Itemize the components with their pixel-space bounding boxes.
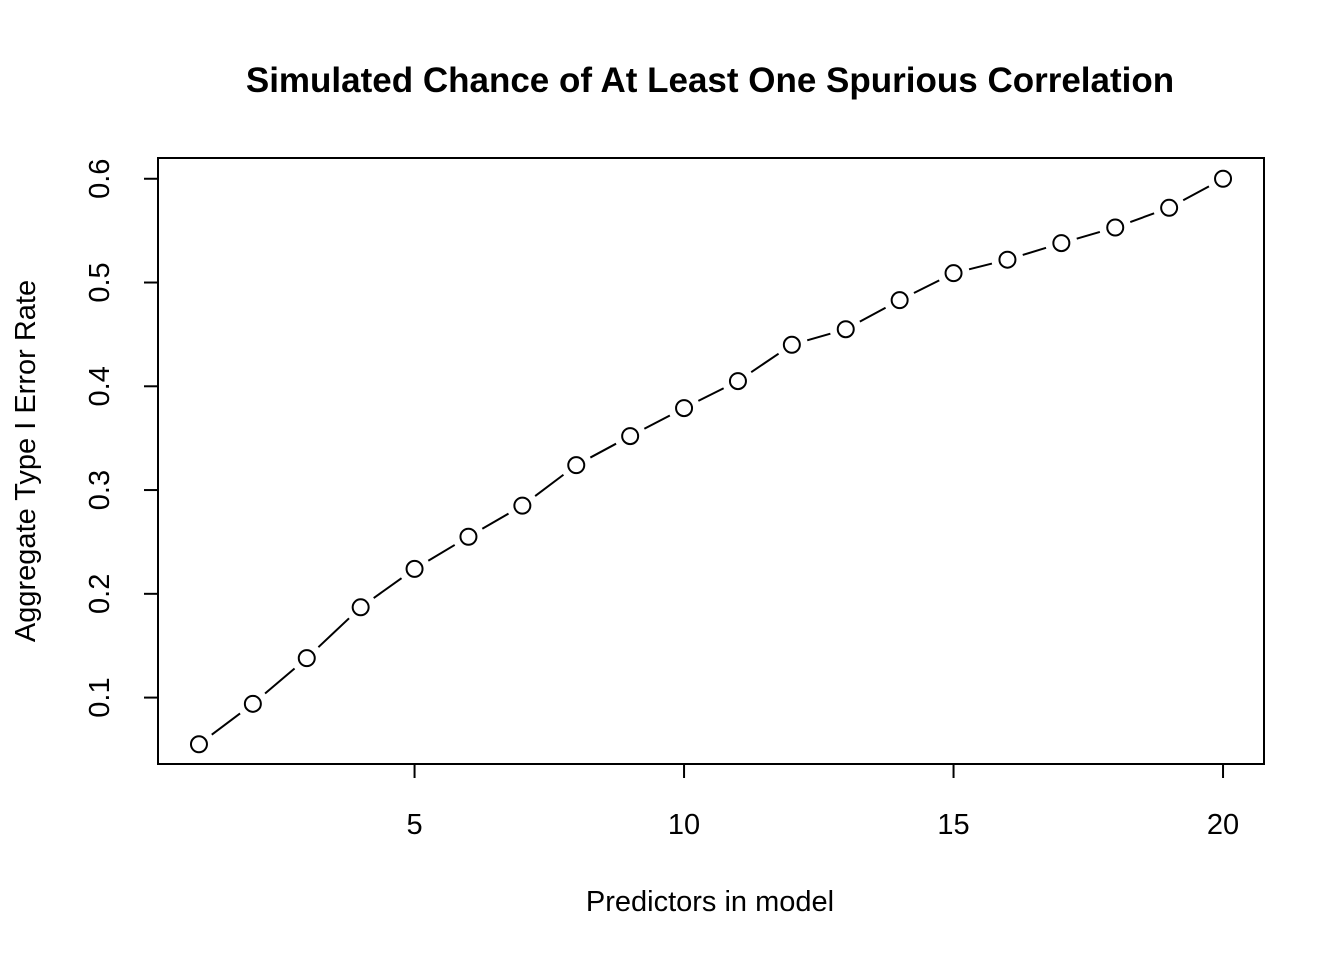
series-line-segment	[1182, 185, 1210, 202]
data-point	[836, 320, 855, 339]
y-tick-label: 0.5	[84, 262, 116, 302]
series-line-segment	[1022, 246, 1047, 256]
data-point	[189, 735, 208, 754]
series-line-segment	[534, 473, 565, 497]
y-tick-label: 0.3	[84, 470, 116, 510]
series-line-segment	[968, 262, 993, 271]
y-axis: 0.1 0.2 0.3 0.4 0.5 0.6	[84, 159, 158, 718]
series-points	[189, 169, 1233, 754]
series-line-segment	[750, 352, 780, 373]
series-line-segment	[211, 712, 241, 736]
data-point	[297, 649, 316, 668]
chart-title: Simulated Chance of At Least One Spuriou…	[246, 61, 1174, 100]
data-point	[351, 598, 370, 617]
series-line-segment	[317, 617, 350, 648]
y-tick-label: 0.2	[84, 574, 116, 614]
series-line-segment	[859, 306, 887, 323]
plot-area-border	[157, 157, 1265, 765]
x-tick-label: 15	[937, 809, 969, 841]
x-axis: 5 10 15 20	[406, 764, 1239, 841]
series-line-segment	[806, 332, 831, 342]
series-line-segment	[697, 387, 725, 402]
data-point	[1052, 234, 1071, 253]
series-line-segments	[211, 185, 1210, 736]
series-line-segment	[643, 414, 671, 430]
series-line-segment	[913, 279, 940, 294]
series-line-segment	[589, 442, 617, 459]
y-tick-label: 0.4	[84, 366, 116, 406]
data-point	[567, 456, 586, 475]
series-line-segment	[427, 544, 456, 562]
series-line-segment	[264, 667, 296, 695]
series-line-segment	[1129, 212, 1155, 223]
data-point	[944, 264, 963, 283]
y-tick-label: 0.1	[84, 677, 116, 717]
series-line-segment	[1076, 231, 1101, 240]
data-point	[405, 559, 424, 578]
data-point	[998, 250, 1017, 269]
data-point	[782, 335, 801, 354]
data-point	[1106, 218, 1125, 237]
data-point	[890, 291, 909, 310]
data-point	[1160, 198, 1179, 217]
x-tick-label: 10	[668, 809, 700, 841]
data-point	[1214, 169, 1233, 188]
data-point	[675, 399, 694, 418]
data-point	[243, 694, 262, 713]
data-point	[459, 527, 478, 546]
y-tick-label: 0.6	[84, 159, 116, 199]
y-axis-label: Aggregate Type I Error Rate	[10, 280, 42, 642]
series-line-segment	[481, 512, 509, 530]
data-point	[513, 496, 532, 515]
series-line-segment	[373, 577, 403, 599]
data-point	[728, 372, 747, 391]
x-tick-label: 20	[1207, 809, 1239, 841]
data-point	[621, 427, 640, 446]
x-axis-label: Predictors in model	[586, 886, 834, 918]
x-tick-label: 5	[406, 809, 422, 841]
